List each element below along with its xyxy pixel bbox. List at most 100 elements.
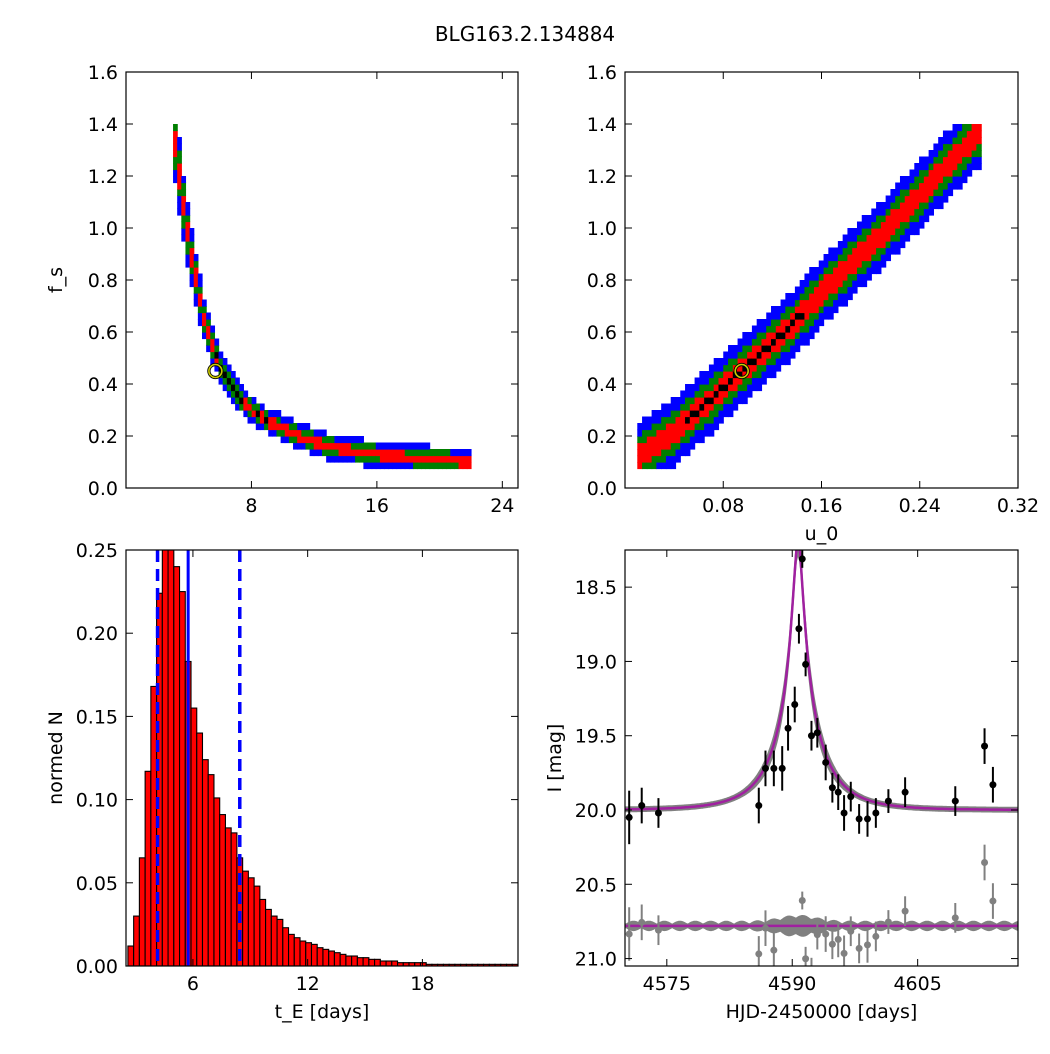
fs-vs-u0-panel-cell	[751, 351, 758, 359]
fs-vs-u0-panel-cell	[751, 325, 758, 333]
fs-vs-u0-panel-cell	[670, 436, 677, 444]
fs-vs-tE-panel-cell	[243, 397, 249, 405]
fs-vs-u0-panel-cell	[818, 306, 825, 314]
fs-vs-tE-panel-cell	[458, 462, 464, 470]
fs-vs-u0-panel-cell	[942, 195, 949, 203]
fs-vs-u0-panel-cell	[642, 423, 648, 431]
fs-vs-u0-panel-cell	[637, 423, 643, 431]
tE-histogram-panel-bar	[391, 960, 399, 966]
fs-vs-u0-panel-cell	[780, 358, 786, 366]
fs-vs-tE-panel-cell	[222, 364, 228, 372]
fs-vs-u0-panel-cell	[833, 280, 839, 288]
fs-vs-u0-panel-cell	[656, 462, 662, 470]
fs-vs-tE-panel-cell	[177, 182, 182, 190]
fs-vs-u0-panel-cell	[856, 260, 863, 268]
fs-vs-u0-panel-cell	[708, 416, 715, 424]
fs-vs-u0-panel-cell	[904, 228, 911, 236]
fs-vs-u0-panel-cell	[890, 189, 896, 197]
fs-vs-u0-panel-cell	[661, 429, 667, 437]
fs-vs-u0-panel-cell	[885, 228, 892, 236]
light-curve-panel-residual-point	[901, 907, 909, 915]
fs-vs-u0-panel-cell	[790, 325, 796, 333]
fs-vs-tE-panel-cell	[255, 416, 261, 424]
fs-vs-tE-panel-cell	[408, 462, 414, 470]
tE-histogram-panel-xlabel: t_E [days]	[275, 1001, 370, 1023]
fs-vs-tE-panel-cell	[243, 403, 249, 411]
fs-vs-u0-panel-cell	[723, 384, 729, 392]
fs-vs-u0-panel-cell	[656, 416, 662, 424]
fs-vs-u0-panel-cell	[923, 189, 930, 197]
fs-vs-tE-panel-cell	[197, 280, 203, 288]
fs-vs-u0-panel-cell	[962, 163, 968, 171]
fs-vs-u0-panel-cell	[942, 182, 949, 190]
fs-vs-u0-panel-cell	[785, 358, 791, 366]
fs-vs-u0-panel-cell	[713, 371, 720, 379]
fs-vs-tE-panel-cell	[197, 293, 203, 301]
fs-vs-u0-panel-cell	[833, 273, 839, 281]
fs-vs-u0-panel-cell	[856, 228, 863, 236]
fs-vs-tE-panel-cell	[342, 436, 348, 444]
fs-vs-tE-panel-cell	[251, 416, 257, 424]
fs-vs-u0-panel-cell	[928, 156, 934, 164]
fs-vs-tE-panel-cell	[210, 358, 216, 366]
fs-vs-u0-panel-cell	[976, 163, 982, 171]
light-curve-panel-ylabel: I [mag]	[544, 724, 566, 793]
light-curve-panel-data-point	[755, 802, 763, 810]
fs-vs-u0-panel-cell	[895, 195, 901, 203]
fs-vs-tE-panel-cell	[322, 449, 327, 457]
fs-vs-u0-panel-cell	[756, 358, 763, 366]
fs-vs-u0-panel-cell	[680, 449, 686, 457]
fs-vs-u0-panel-cell	[914, 202, 920, 210]
fs-vs-tE-panel-cell	[334, 442, 340, 450]
fs-vs-tE-panel-cell	[272, 410, 278, 418]
fs-vs-u0-panel-cell	[761, 319, 767, 327]
fs-vs-tE-panel-cell	[355, 442, 360, 450]
tE-histogram-panel-xtick-label: 12	[296, 973, 320, 995]
fs-vs-tE-panel-cell	[206, 332, 211, 340]
fs-vs-u0-panel-cell	[680, 416, 686, 424]
fs-vs-u0-panel-cell	[732, 351, 739, 359]
fs-vs-u0-panel-cell	[704, 397, 710, 405]
fs-vs-u0-panel-cell	[694, 416, 700, 424]
fs-vs-u0-panel-cell	[713, 358, 720, 366]
tE-histogram-panel-bar	[276, 918, 284, 966]
fs-vs-u0-panel-cell	[723, 377, 729, 385]
fs-vs-u0-panel-cell	[837, 254, 844, 262]
light-curve-panel-residual-point	[813, 931, 821, 939]
fs-vs-tE-panel-cell	[458, 449, 464, 457]
fs-vs-u0-panel-cell	[694, 390, 700, 398]
fs-vs-u0-panel-cell	[704, 410, 710, 418]
fs-vs-tE-panel-cell	[177, 208, 182, 216]
fs-vs-u0-panel-cell	[742, 332, 748, 340]
fs-vs-u0-panel-cell	[699, 403, 705, 411]
fs-vs-tE-panel-cell	[264, 410, 269, 418]
fs-vs-u0-panel-cell	[675, 436, 681, 444]
fs-vs-u0-panel-cell	[780, 319, 786, 327]
fs-vs-u0-panel-cell	[747, 351, 753, 359]
fs-vs-tE-panel-cell	[193, 267, 199, 275]
fs-vs-u0-panel-cell	[742, 358, 748, 366]
fs-vs-u0-panel-cell	[665, 416, 672, 424]
light-curve-panel-residual-point	[863, 941, 871, 949]
fs-vs-tE-panel-cell	[392, 449, 398, 457]
fs-vs-tE-panel-cell	[446, 462, 451, 470]
fs-vs-tE-panel-cell	[181, 215, 187, 223]
fs-vs-u0-panel-cell	[852, 241, 858, 249]
fs-vs-u0-panel-cell	[761, 364, 767, 372]
fs-vs-u0-panel-cell	[938, 169, 944, 177]
fs-vs-u0-panel-cell	[685, 384, 691, 392]
light-curve-panel-xtick-label: 4590	[768, 973, 816, 995]
fs-vs-u0-panel-cell	[909, 176, 915, 184]
fs-vs-u0-panel-cell	[880, 221, 887, 229]
fs-vs-tE-panel-cell	[309, 449, 315, 457]
fs-vs-u0-panel-cell	[718, 410, 724, 418]
fs-vs-u0-panel-cell	[904, 221, 911, 229]
tE-histogram-panel-ytick-label: 0.15	[76, 706, 118, 728]
fs-vs-tE-panel-cell	[230, 390, 236, 398]
fs-vs-u0-panel-cell	[966, 137, 973, 145]
fs-vs-u0-panel-cell	[885, 254, 892, 262]
light-curve-panel-data-point	[802, 660, 810, 668]
fs-vs-u0-panel-cell	[823, 280, 829, 288]
fs-vs-tE-panel-cell	[417, 449, 422, 457]
fs-vs-u0-panel-cell	[962, 124, 968, 132]
